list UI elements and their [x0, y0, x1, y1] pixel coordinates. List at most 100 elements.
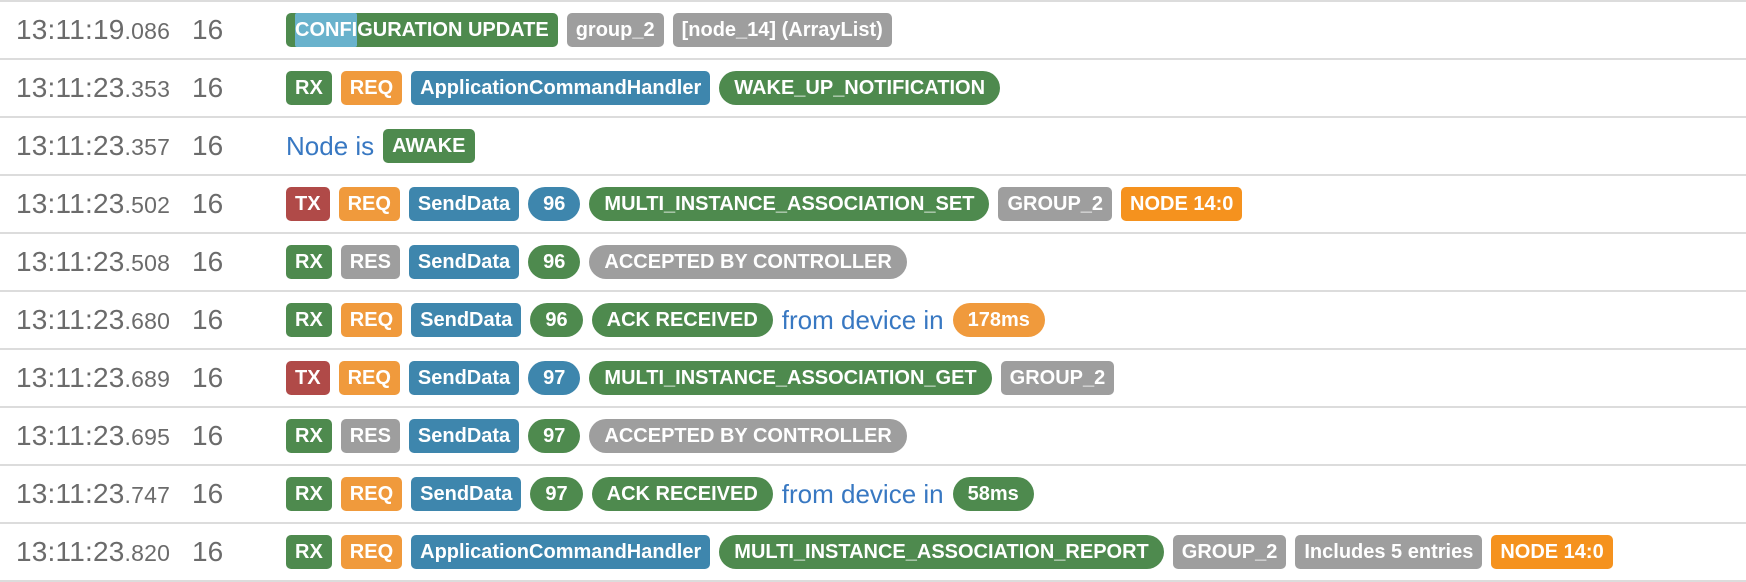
- pill-ack-received: ACK RECEIVED: [591, 477, 773, 511]
- timestamp-milliseconds: .680: [124, 308, 171, 334]
- node-id: 16: [192, 130, 224, 161]
- badge-group-2: GROUP_2: [1172, 535, 1287, 569]
- pill-multi-instance-association-report: MULTI_INSTANCE_ASSOCIATION_REPORT: [719, 535, 1164, 569]
- timestamp: 13:11:23.680: [16, 304, 192, 336]
- badge-configuration-update: CONFI GURATION UPDATE: [286, 13, 558, 47]
- log-entries: RX REQ SendData 96 ACK RECEIVED from device i…: [286, 303, 1746, 337]
- log-row[interactable]: 13:11:23.357 16 Node is AWAKE: [0, 118, 1746, 176]
- log-entries: TX REQ SendData 96 MULTI_INSTANCE_ASSOCIATIO…: [286, 187, 1746, 221]
- timestamp-milliseconds: .353: [124, 76, 171, 102]
- badge-rx: RX: [286, 303, 332, 337]
- pill-multi-instance-association-get: MULTI_INSTANCE_ASSOCIATION_GET: [589, 361, 992, 395]
- pill-97: 97: [528, 419, 581, 453]
- node-id: 16: [192, 188, 224, 219]
- log-row[interactable]: 13:11:23.689 16 TX REQ SendData 97 MULTI_INSTA…: [0, 350, 1746, 408]
- timestamp-milliseconds: .086: [124, 18, 171, 44]
- timestamp-milliseconds: .820: [124, 540, 171, 566]
- timestamp-main: 13:11:23: [16, 478, 125, 509]
- log-row[interactable]: 13:11:19.086 16 CONFI GURATION UPDATE group_…: [0, 2, 1746, 60]
- log-row[interactable]: 13:11:23.747 16 RX REQ SendData 97 ACK RECEIVE…: [0, 466, 1746, 524]
- badge-rx: RX: [286, 477, 332, 511]
- timestamp-milliseconds: .502: [124, 192, 171, 218]
- log-row[interactable]: 13:11:23.508 16 RX RES SendData 96 ACCEPTED BY…: [0, 234, 1746, 292]
- node-id: 16: [192, 478, 224, 509]
- timestamp-main: 13:11:23: [16, 72, 125, 103]
- badge-awake: AWAKE: [383, 129, 475, 163]
- timestamp-main: 13:11:23: [16, 536, 125, 567]
- log-row[interactable]: 13:11:23.820 16 RX REQ ApplicationCommandHan…: [0, 524, 1746, 582]
- node-id: 16: [192, 246, 224, 277]
- timestamp-milliseconds: .508: [124, 250, 171, 276]
- timestamp-milliseconds: .695: [124, 424, 171, 450]
- pill-ack-received: ACK RECEIVED: [591, 303, 773, 337]
- timestamp: 13:11:23.747: [16, 478, 192, 510]
- log-row[interactable]: 13:11:23.353 16 RX REQ ApplicationCommandHan…: [0, 60, 1746, 118]
- badge-senddata: SendData: [408, 187, 520, 221]
- log-entries: RX REQ ApplicationCommandHandler MULTI_INST…: [286, 535, 1746, 569]
- timestamp: 13:11:19.086: [16, 14, 192, 46]
- node-id: 16: [192, 536, 224, 567]
- log-entries: TX REQ SendData 97 MULTI_INSTANCE_ASSOCIATIO…: [286, 361, 1746, 395]
- node-id: 16: [192, 72, 224, 103]
- timestamp: 13:11:23.508: [16, 246, 192, 278]
- timestamp-main: 13:11:23: [16, 420, 125, 451]
- timestamp-milliseconds: .689: [124, 366, 171, 392]
- badge-res: RES: [340, 419, 400, 453]
- text-from-device-in: from device in: [781, 304, 944, 335]
- timestamp: 13:11:23.695: [16, 420, 192, 452]
- timestamp: 13:11:23.689: [16, 362, 192, 394]
- pill-multi-instance-association-set: MULTI_INSTANCE_ASSOCIATION_SET: [589, 187, 990, 221]
- badge-senddata: SendData: [411, 477, 522, 511]
- badge-includes-5-entries: Includes 5 entries: [1295, 535, 1483, 569]
- pill-accepted-by-controller: ACCEPTED BY CONTROLLER: [589, 245, 907, 279]
- badge-senddata: SendData: [408, 245, 520, 279]
- node-id: 16: [192, 304, 224, 335]
- badge-label-rest: GURATION UPDATE: [357, 19, 549, 41]
- badge-group-2: GROUP_2: [1000, 361, 1115, 395]
- pill-178ms: 178ms: [952, 303, 1045, 337]
- log-entries: CONFI GURATION UPDATE group_2 [node_14] (Ar…: [286, 13, 1746, 47]
- log-row[interactable]: 13:11:23.695 16 RX RES SendData 97 ACCEPTED BY…: [0, 408, 1746, 466]
- badge-node-14-0: NODE 14:0: [1491, 535, 1613, 569]
- node-id: 16: [192, 362, 224, 393]
- timestamp-main: 13:11:23: [16, 304, 125, 335]
- badge-req: REQ: [340, 303, 403, 337]
- log-row[interactable]: 13:11:23.502 16 TX REQ SendData 96 MULTI_INSTA…: [0, 176, 1746, 234]
- pill-58ms: 58ms: [952, 477, 1034, 511]
- text-node-is: Node is: [286, 130, 375, 161]
- pill-96: 96: [530, 303, 583, 337]
- badge-tx: TX: [286, 187, 330, 221]
- timestamp: 13:11:23.357: [16, 130, 192, 162]
- pill-accepted-by-controller: ACCEPTED BY CONTROLLER: [589, 419, 907, 453]
- badge-res: RES: [340, 245, 400, 279]
- log-entries: RX REQ ApplicationCommandHandler WAKE_UP_NO…: [286, 71, 1746, 105]
- timestamp-main: 13:11:23: [16, 130, 125, 161]
- badge-req: REQ: [338, 361, 400, 395]
- pill-97: 97: [528, 361, 581, 395]
- log-entries: Node is AWAKE: [286, 129, 1746, 163]
- timestamp-milliseconds: .357: [124, 134, 171, 160]
- selection-highlight: CONFI: [295, 13, 358, 47]
- timestamp-milliseconds: .747: [124, 482, 171, 508]
- badge-applicationcommandhandler: ApplicationCommandHandler: [411, 535, 711, 569]
- timestamp-main: 13:11:19: [16, 14, 125, 45]
- badge-req: REQ: [340, 71, 403, 105]
- badge-group-2: group_2: [566, 13, 664, 47]
- badge-senddata: SendData: [408, 419, 520, 453]
- badge-senddata: SendData: [408, 361, 520, 395]
- log-row[interactable]: 13:11:23.680 16 RX REQ SendData 96 ACK RECEIVE…: [0, 292, 1746, 350]
- pill-96: 96: [528, 245, 581, 279]
- log-entries: RX REQ SendData 97 ACK RECEIVED from device i…: [286, 477, 1746, 511]
- timestamp-main: 13:11:23: [16, 188, 125, 219]
- badge-node-14-0: NODE 14:0: [1121, 187, 1243, 221]
- timestamp: 13:11:23.820: [16, 536, 192, 568]
- badge-applicationcommandhandler: ApplicationCommandHandler: [411, 71, 711, 105]
- timestamp: 13:11:23.353: [16, 72, 192, 104]
- log-entries: RX RES SendData 97 ACCEPTED BY CONTROLLER: [286, 419, 1746, 453]
- log-entries: RX RES SendData 96 ACCEPTED BY CONTROLLER: [286, 245, 1746, 279]
- pill-wake-up-notification: WAKE_UP_NOTIFICATION: [719, 71, 1001, 105]
- timestamp-main: 13:11:23: [16, 362, 125, 393]
- badge-rx: RX: [286, 419, 332, 453]
- badge-node-14-arraylist: [node_14] (ArrayList): [672, 13, 892, 47]
